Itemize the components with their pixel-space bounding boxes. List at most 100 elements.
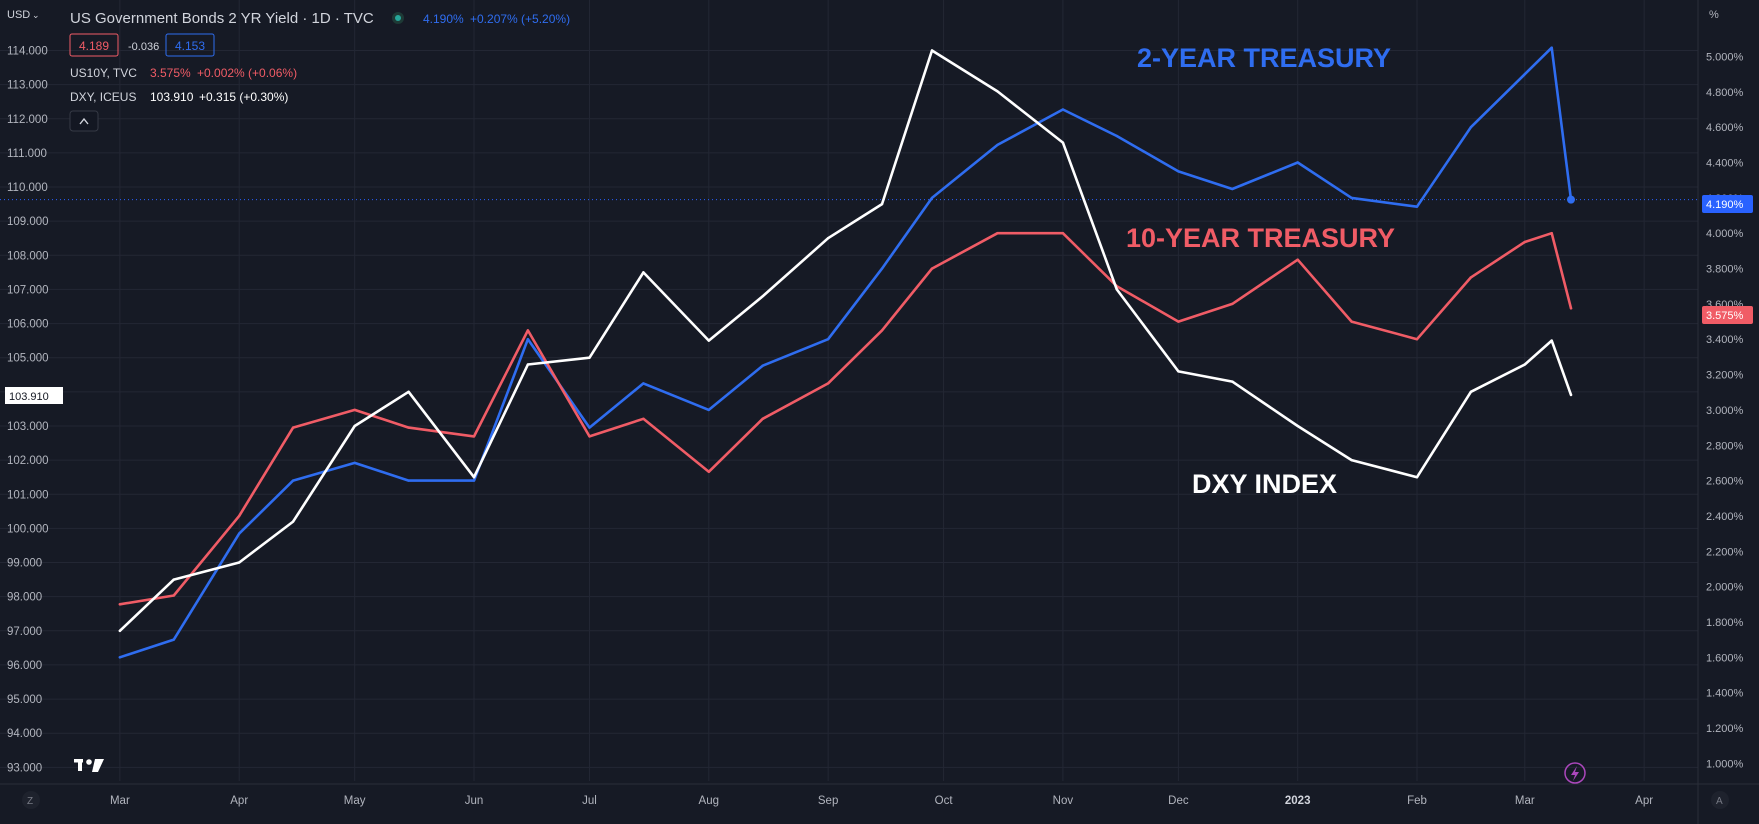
- two-year-price-badge-text: 4.190%: [1706, 199, 1744, 211]
- tradingview-logo[interactable]: [74, 759, 104, 772]
- left-price-axis[interactable]: 114.000 113.000 112.000 111.000 110.000 109.0…: [7, 45, 49, 774]
- zoom-button-label: Z: [27, 796, 33, 807]
- two-year-line-point: [118, 656, 122, 659]
- two-year-line-point: [1177, 170, 1180, 173]
- left-axis-tick: 94.000: [7, 728, 42, 740]
- ask-box[interactable]: [165, 33, 215, 57]
- bid-box[interactable]: [69, 33, 119, 57]
- two-year-line-point: [1469, 126, 1473, 129]
- left-axis-tick: 113.000: [7, 80, 48, 92]
- left-axis-tick: 109.000: [7, 216, 49, 228]
- two-year-line-point: [1523, 73, 1527, 76]
- ten-year-line-point: [996, 232, 999, 235]
- two-year-line-point: [472, 479, 476, 482]
- ten-year-line-point: [353, 408, 356, 412]
- lightning-icon[interactable]: [1564, 762, 1586, 784]
- left-axis-tick: 97.000: [7, 626, 42, 638]
- right-axis-tick: 4.400%: [1706, 158, 1744, 170]
- two-year-line-point: [996, 143, 999, 147]
- spread-value: -0.036: [128, 41, 159, 53]
- two-year-line-point: [1550, 46, 1553, 49]
- dxy-line-point: [1296, 424, 1299, 428]
- ten-year-line-point: [1550, 232, 1553, 235]
- ten-year-line-point: [930, 267, 934, 270]
- right-axis-tick: 4.800%: [1706, 87, 1744, 99]
- right-axis-tick: 1.600%: [1706, 652, 1744, 664]
- left-axis-tick: 105.000: [7, 353, 49, 365]
- ask-value: 4.153: [175, 39, 205, 53]
- legend-us10y-symbol[interactable]: US10Y, TVC: [70, 66, 137, 80]
- dxy-line-point: [291, 520, 295, 523]
- ten-year-price-badge-text: 3.575%: [1706, 310, 1744, 322]
- ten-year-line-point: [880, 329, 884, 332]
- market-status-dot: [395, 15, 401, 21]
- left-axis-tick: 110.000: [7, 182, 48, 194]
- time-axis-label: Mar: [110, 795, 130, 807]
- ten-year-annotation: 10-YEAR TREASURY: [1126, 223, 1395, 253]
- time-axis-label: Dec: [1168, 795, 1189, 807]
- dxy-line-point: [407, 390, 410, 393]
- two-year-line-point: [1415, 205, 1419, 208]
- ten-year-line-point: [526, 329, 530, 332]
- two-year-line-point: [238, 532, 241, 535]
- two-year-line-point: [353, 461, 356, 465]
- time-axis-label: Feb: [1407, 795, 1427, 807]
- right-price-axis[interactable]: 5.000%4.800%4.600%4.400%4.200%4.000%3.80…: [1706, 52, 1744, 771]
- left-axis-tick: 108.000: [7, 250, 49, 262]
- currency-selector[interactable]: USD: [7, 9, 30, 21]
- time-axis-label: May: [344, 795, 366, 807]
- legend-dxy-symbol[interactable]: DXY, ICEUS: [70, 90, 136, 104]
- two-year-line-point: [707, 408, 710, 412]
- dxy-line-point: [996, 90, 999, 93]
- auto-scale-button[interactable]: [1711, 791, 1729, 809]
- dxy-line-point: [642, 271, 645, 274]
- left-axis-tick: 103.000: [7, 421, 49, 433]
- ten-year-line-point: [1350, 320, 1353, 323]
- dxy-line-point: [1231, 380, 1234, 383]
- time-axis-label: Apr: [230, 795, 248, 807]
- legend-us10y-change: +0.002% (+0.06%): [197, 66, 297, 80]
- zoom-button[interactable]: [22, 791, 40, 809]
- dxy-line-point: [1469, 390, 1473, 393]
- time-axis-label: Jun: [465, 795, 484, 807]
- two-year-line-point: [1061, 108, 1065, 111]
- right-axis-tick: 2.800%: [1706, 440, 1744, 452]
- legend-dxy-change: +0.315 (+0.30%): [199, 90, 288, 104]
- dxy-line-point: [526, 363, 530, 366]
- ten-year-line-point: [1177, 320, 1180, 323]
- two-year-line-point: [526, 338, 530, 341]
- ten-year-line-point: [118, 603, 122, 606]
- collapse-legend-button[interactable]: [69, 110, 99, 132]
- chevron-down-icon[interactable]: ⌄: [32, 10, 40, 20]
- ten-year-line-point: [291, 426, 295, 429]
- two-year-line-point: [826, 338, 830, 341]
- two-year-line-point: [588, 426, 591, 429]
- two-year-last-point: [1566, 195, 1575, 204]
- legend-dxy-value: 103.910: [150, 90, 194, 104]
- dxy-line-point: [353, 424, 356, 428]
- right-axis-tick: 4.000%: [1706, 228, 1744, 240]
- time-axis[interactable]: Mar Apr May Jun Jul Aug Sep Oct Nov Dec 2023 Feb Mar…: [110, 795, 1653, 807]
- left-axis-tick: 98.000: [7, 592, 42, 604]
- dxy-line-point: [472, 476, 476, 479]
- ten-year-line-point: [1469, 276, 1473, 279]
- left-axis-tick: 112.000: [7, 114, 48, 126]
- chart-title: US Government Bonds 2 YR Yield · 1D · TV…: [70, 10, 374, 27]
- two-year-line-point: [880, 267, 884, 270]
- dxy-line-point: [588, 356, 591, 359]
- left-axis-tick: 93.000: [7, 762, 42, 774]
- left-axis-tick: 107.000: [7, 284, 49, 296]
- dxy-line-point: [118, 629, 122, 632]
- dxy-annotation: DXY INDEX: [1192, 469, 1337, 499]
- ten-year-line-point: [707, 470, 710, 473]
- left-axis-tick: 106.000: [7, 319, 49, 331]
- dxy-line-point: [707, 339, 710, 342]
- dxy-line-point: [1523, 363, 1527, 366]
- dxy-line-point: [1569, 393, 1573, 397]
- time-axis-label: 2023: [1285, 795, 1311, 807]
- right-axis-tick: 3.400%: [1706, 334, 1744, 346]
